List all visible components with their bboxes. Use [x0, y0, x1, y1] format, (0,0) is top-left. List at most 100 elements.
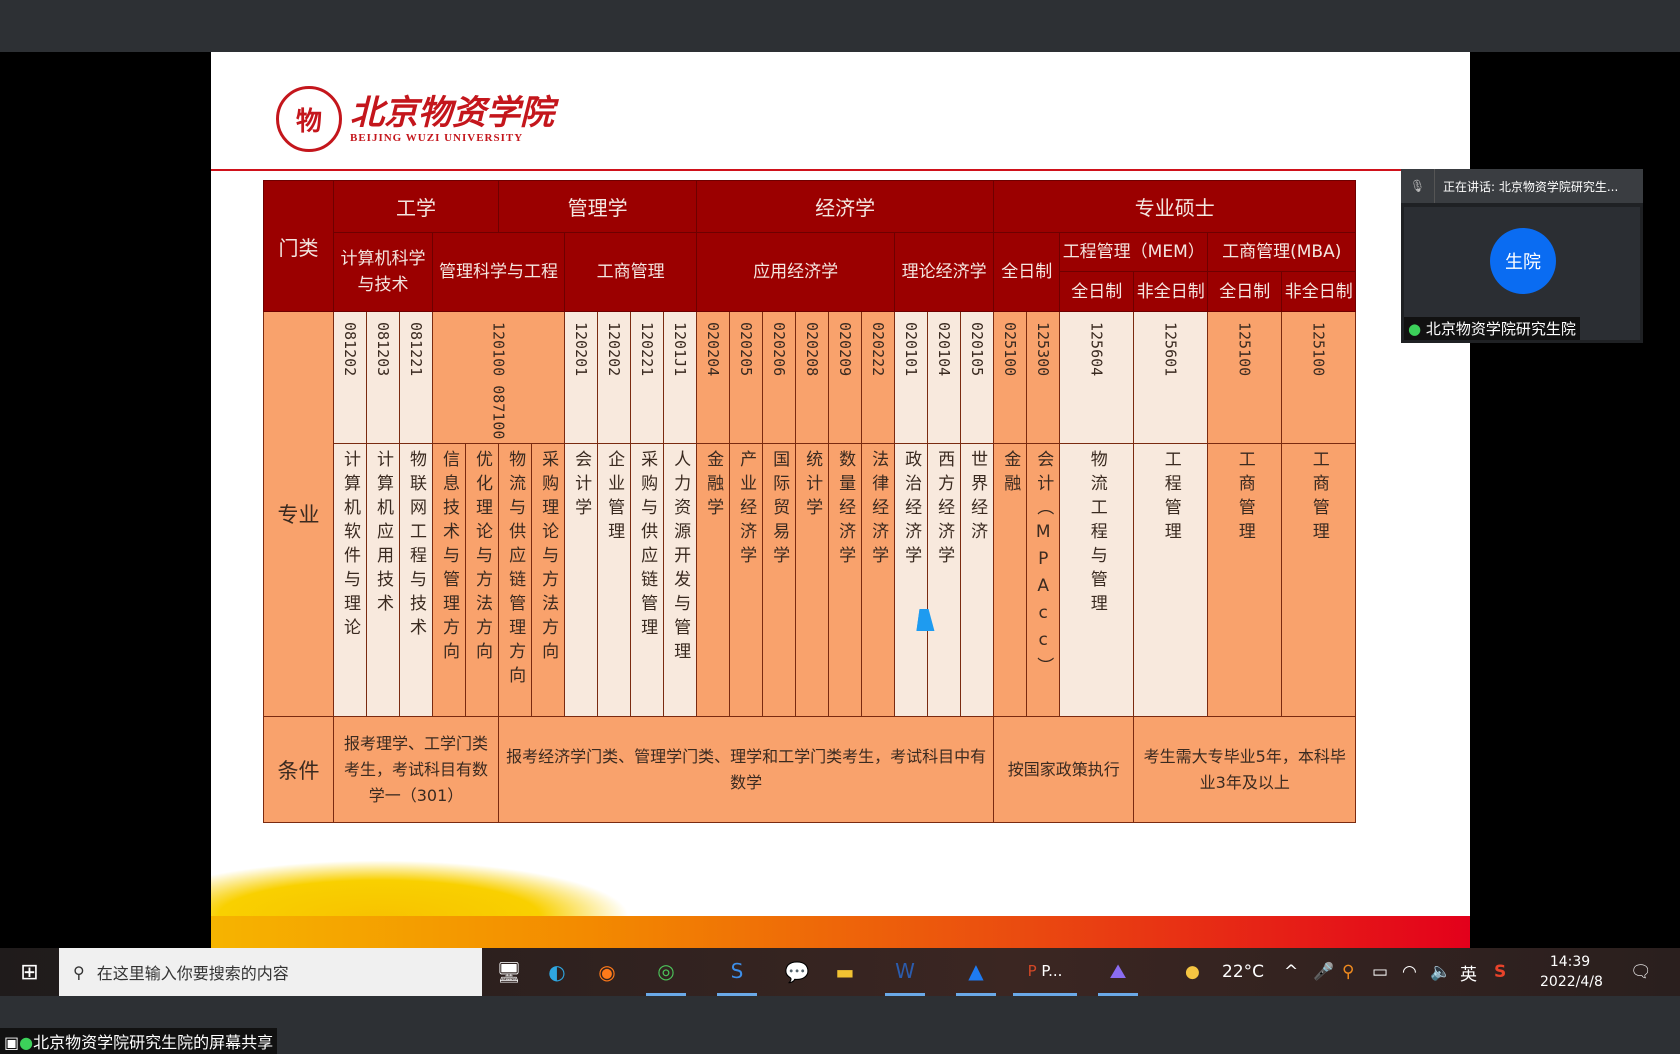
discipline-3: 应用经济学: [696, 232, 896, 312]
category-1: 管理学: [498, 180, 698, 233]
show-hidden-icons-chevron-icon[interactable]: ^: [1284, 962, 1299, 982]
major-code: 125100: [1281, 310, 1357, 445]
mic-icon: ●: [19, 1033, 34, 1052]
major-name-text: 采购与供应链管理: [637, 450, 658, 643]
major-code-text: 020204: [704, 322, 723, 377]
major-code-text: 125604: [1087, 322, 1106, 377]
major-code-text: 120201: [572, 322, 591, 377]
major-name: 世界经济: [960, 443, 995, 718]
major-code-text: 025100: [1001, 322, 1020, 377]
wifi-icon[interactable]: ◠: [1402, 962, 1417, 982]
major-name-text: 企业管理: [604, 450, 625, 547]
major-name: 产业经济学: [729, 443, 764, 718]
major-name: 企业管理: [597, 443, 632, 718]
major-name-text: 会计学: [571, 450, 592, 523]
major-code-text: 020104: [935, 322, 954, 377]
major-code: 081203: [366, 310, 400, 445]
photos-icon[interactable]: ⛰: [1098, 948, 1138, 996]
major-name-text: 人力资源开发与管理: [670, 450, 691, 667]
table-row: 计算机科学与技术 管理科学与工程 工商管理 应用经济学 理论经济学 全日制 工程管理（MEM…: [264, 232, 1357, 312]
study-mode-2: 全日制: [1207, 271, 1283, 312]
video-panel[interactable]: 🎙 正在讲话: 北京物资学院研究生... 生院 ● 北京物资学院研究生院: [1401, 169, 1643, 343]
discipline-0: 计算机科学与技术: [333, 232, 433, 312]
firefox-icon[interactable]: ◉: [598, 960, 616, 984]
screen-share-label: ▣●北京物资学院研究生院的屏幕共享: [0, 1028, 278, 1054]
major-code-text: 125601: [1161, 322, 1180, 377]
meeting-app-icon[interactable]: ▲: [956, 948, 996, 996]
discipline-5: 全日制: [993, 232, 1061, 312]
divider: [211, 169, 1470, 171]
major-name-text: 计算机软件与理论: [340, 450, 360, 643]
share-icon: ▣: [4, 1033, 20, 1052]
major-code: 125604: [1059, 310, 1135, 445]
volume-icon[interactable]: 🔈: [1430, 962, 1452, 982]
major-name: 数量经济学: [828, 443, 863, 718]
major-name-text: 世界经济: [967, 450, 988, 547]
major-name-text: 产业经济学: [736, 450, 757, 571]
major-code-text: 120100 087100: [489, 322, 508, 440]
major-code: 020222: [861, 310, 896, 445]
participant-name-text: 北京物资学院研究生院: [1425, 320, 1576, 338]
sogou-browser-icon[interactable]: S: [717, 948, 757, 996]
major-code-text: 1201J1: [671, 322, 690, 377]
major-name: 工程管理: [1133, 443, 1209, 718]
major-name-text: 信息技术与管理方向: [439, 450, 459, 667]
speaking-text: 正在讲话: 北京物资学院研究生...: [1443, 179, 1619, 194]
temperature[interactable]: 22°C: [1222, 962, 1265, 982]
participant-name: ● 北京物资学院研究生院: [1404, 317, 1580, 340]
this-pc-icon[interactable]: 🖥: [496, 960, 522, 984]
major-name: 计算机软件与理论: [333, 443, 367, 718]
study-mode-3: 非全日制: [1281, 271, 1357, 312]
battery-icon[interactable]: ▭: [1372, 962, 1389, 982]
major-code: 120221: [630, 310, 665, 445]
major-code: 020209: [828, 310, 863, 445]
major-code-text: 020205: [737, 322, 756, 377]
discipline-7: 工商管理(MBA): [1207, 232, 1357, 272]
major-code-text: 020105: [968, 322, 987, 377]
edge-icon[interactable]: ◐: [548, 960, 566, 984]
file-explorer-icon[interactable]: ▬: [835, 960, 855, 984]
discipline-1: 管理科学与工程: [431, 232, 566, 312]
major-name: 工商管理: [1281, 443, 1357, 718]
condition-0: 报考理学、工学门类考生，考试科目有数学一（301）: [332, 716, 500, 824]
wave-decoration: [211, 860, 631, 916]
powerpoint-button[interactable]: P P...: [1013, 948, 1077, 996]
taskbar: ⊞ ⚲ 在这里输入你要搜索的内容 🖥 ◐ ◉ ◎ S 💬 ▬ W ▲ P P..…: [0, 948, 1680, 996]
major-name-text: 物流与供应链管理方向: [505, 450, 526, 691]
major-code-text: 125300: [1034, 322, 1053, 377]
taskbar-search[interactable]: ⚲ 在这里输入你要搜索的内容: [59, 948, 482, 996]
major-name-text: 金融: [1000, 450, 1021, 499]
table-row: 门类 工学 管理学 经济学 专业硕士: [263, 180, 1357, 312]
participant-video[interactable]: 生院 ● 北京物资学院研究生院: [1404, 207, 1640, 340]
major-name: 政治经济学: [894, 443, 929, 718]
browser-icon[interactable]: ◎: [646, 948, 686, 996]
major-name: 金融: [993, 443, 1028, 718]
condition-3: 考生需大专毕业5年，本科毕业3年及以上: [1133, 716, 1357, 824]
major-name-text: 数量经济学: [835, 450, 856, 571]
microphone-icon[interactable]: 🎤: [1313, 962, 1335, 982]
search-tool-icon[interactable]: ⚲: [1342, 962, 1355, 982]
clock[interactable]: 14:39 2022/4/8: [1540, 952, 1603, 992]
word-icon[interactable]: W: [885, 948, 925, 996]
major-name-text: 统计学: [802, 450, 823, 523]
major-code: 020105: [960, 310, 995, 445]
sogou-ime-icon[interactable]: S: [1494, 962, 1507, 982]
windows-start-button[interactable]: ⊞: [20, 959, 39, 985]
weather-icon[interactable]: ●: [1185, 962, 1200, 982]
major-code: 020204: [696, 310, 731, 445]
major-code: 081202: [333, 310, 367, 445]
major-name-text: 计算机应用技术: [373, 450, 393, 619]
notification-icon[interactable]: 🗨: [1630, 962, 1652, 982]
major-code-text: 081221: [407, 322, 425, 377]
major-name-text: 西方经济学: [934, 450, 955, 571]
window-top-bar: [0, 0, 1680, 52]
major-code-text: 081203: [374, 322, 392, 377]
major-name-text: 国际贸易学: [769, 450, 790, 571]
major-name: 计算机应用技术: [366, 443, 400, 718]
mic-icon: ●: [1408, 320, 1422, 338]
wechat-icon[interactable]: 💬: [784, 960, 810, 984]
table-row: 全日制 非全日制 全日制 非全日制: [264, 271, 1357, 312]
mic-muted-icon[interactable]: 🎙: [1401, 169, 1435, 203]
ime-indicator[interactable]: 英: [1460, 964, 1477, 985]
major-name: 采购与供应链管理: [630, 443, 665, 718]
